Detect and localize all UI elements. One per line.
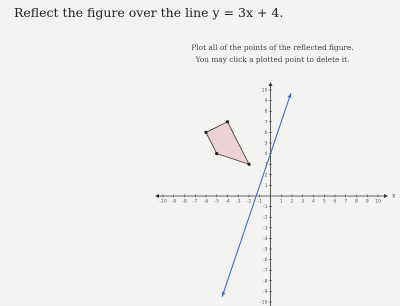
y-tick-label: -4 (263, 236, 268, 242)
y-tick-label: -9 (263, 289, 268, 295)
y-tick-label: 1 (265, 183, 268, 189)
y-tick-label: 9 (265, 98, 268, 104)
y-tick-label: 2 (265, 172, 268, 178)
x-tick-label: 7 (344, 199, 347, 205)
x-tick-label: 6 (334, 199, 337, 205)
line-arrow (287, 93, 292, 99)
figure-vertex (215, 152, 219, 156)
y-tick-label: 3 (265, 162, 268, 168)
x-tick-label: 8 (355, 199, 358, 205)
y-tick-label: -10 (260, 300, 268, 306)
x-tick-label: -2 (247, 199, 252, 205)
x-tick-label: -5 (214, 199, 219, 205)
x-tick-label: 1 (280, 199, 283, 205)
x-tick-label: -7 (193, 199, 198, 205)
figure-vertex (204, 130, 208, 134)
x-tick-label: 2 (291, 199, 294, 205)
y-tick-label: -6 (263, 257, 268, 263)
x-tick-label: 3 (301, 199, 304, 205)
x-tick-label: -6 (204, 199, 209, 205)
line-arrow (221, 291, 226, 297)
y-tick-label: 10 (262, 88, 268, 94)
axis-arrow (268, 82, 273, 86)
axis-arrow (155, 194, 159, 198)
y-tick-label: -3 (263, 225, 268, 231)
instruction: You may click a plotted point to delete … (195, 55, 350, 64)
x-tick-label: 9 (366, 199, 369, 205)
y-tick-label: 6 (265, 130, 268, 136)
y-tick-label: -7 (263, 268, 268, 274)
x-tick-label: 5 (323, 199, 326, 205)
question: Reflect the figure over the line y = 3x … (14, 5, 284, 20)
x-tick-label: -9 (171, 199, 176, 205)
x-axis-label: x (392, 193, 396, 200)
y-tick-label: 5 (265, 141, 268, 147)
figure (205, 121, 250, 165)
x-tick-label: -3 (236, 199, 241, 205)
y-tick-label: 8 (265, 109, 268, 115)
reflection-line (221, 93, 292, 297)
y-tick-label: -1 (263, 204, 268, 210)
figure-vertex (247, 162, 251, 166)
x-tick-label: -10 (159, 199, 167, 205)
y-tick-label: -2 (263, 215, 268, 221)
y-tick-label: 4 (265, 151, 268, 157)
x-tick-label: 4 (312, 199, 315, 205)
x-tick-label: -1 (257, 199, 262, 205)
x-tick-label: -8 (182, 199, 187, 205)
instruction: Plot all of the points of the reflected … (191, 43, 354, 52)
x-tick-label: 10 (375, 199, 381, 205)
y-tick-label: 7 (265, 119, 268, 125)
x-tick-label: -4 (225, 199, 230, 205)
figure-vertex (225, 120, 230, 124)
y-tick-label: -5 (263, 247, 268, 253)
axis-arrow (384, 194, 388, 198)
y-tick-label: -8 (263, 278, 268, 284)
